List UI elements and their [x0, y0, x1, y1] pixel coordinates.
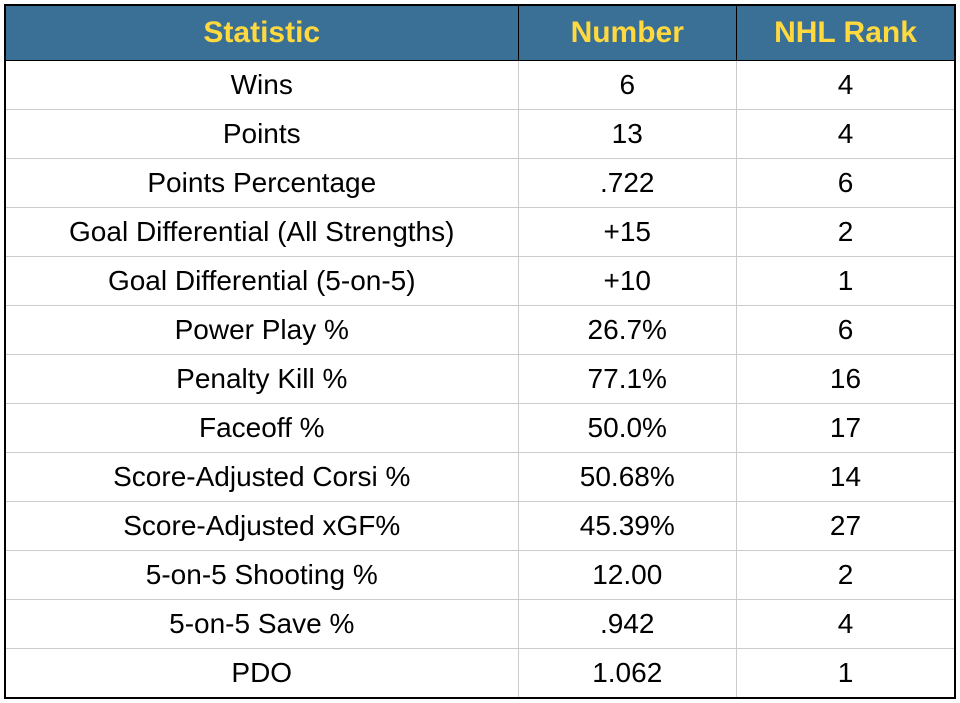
table-row: Goal Differential (All Strengths) +15 2 — [5, 208, 955, 257]
cell-rank: 6 — [737, 159, 956, 208]
table-row: Power Play % 26.7% 6 — [5, 306, 955, 355]
table-header: Statistic Number NHL Rank — [5, 5, 955, 61]
cell-statistic: Score-Adjusted xGF% — [5, 502, 518, 551]
table-row: Goal Differential (5-on-5) +10 1 — [5, 257, 955, 306]
cell-rank: 4 — [737, 600, 956, 649]
cell-rank: 27 — [737, 502, 956, 551]
cell-number: +15 — [518, 208, 737, 257]
cell-rank: 4 — [737, 61, 956, 110]
table-row: Score-Adjusted Corsi % 50.68% 14 — [5, 453, 955, 502]
table-row: Wins 6 4 — [5, 61, 955, 110]
cell-number: 26.7% — [518, 306, 737, 355]
cell-rank: 1 — [737, 257, 956, 306]
table-body: Wins 6 4 Points 13 4 Points Percentage .… — [5, 61, 955, 699]
cell-rank: 6 — [737, 306, 956, 355]
cell-statistic: Points — [5, 110, 518, 159]
cell-statistic: Goal Differential (5-on-5) — [5, 257, 518, 306]
cell-number: 77.1% — [518, 355, 737, 404]
cell-number: +10 — [518, 257, 737, 306]
header-row: Statistic Number NHL Rank — [5, 5, 955, 61]
cell-rank: 14 — [737, 453, 956, 502]
table-row: 5-on-5 Save % .942 4 — [5, 600, 955, 649]
cell-statistic: 5-on-5 Shooting % — [5, 551, 518, 600]
cell-statistic: PDO — [5, 649, 518, 699]
cell-statistic: Penalty Kill % — [5, 355, 518, 404]
cell-statistic: Wins — [5, 61, 518, 110]
cell-number: 13 — [518, 110, 737, 159]
cell-rank: 4 — [737, 110, 956, 159]
table-row: Points 13 4 — [5, 110, 955, 159]
cell-number: .942 — [518, 600, 737, 649]
cell-rank: 1 — [737, 649, 956, 699]
cell-rank: 17 — [737, 404, 956, 453]
header-rank: NHL Rank — [737, 5, 956, 61]
cell-rank: 2 — [737, 208, 956, 257]
table-row: 5-on-5 Shooting % 12.00 2 — [5, 551, 955, 600]
header-statistic: Statistic — [5, 5, 518, 61]
cell-number: 50.0% — [518, 404, 737, 453]
cell-statistic: Faceoff % — [5, 404, 518, 453]
stats-table: Statistic Number NHL Rank Wins 6 4 Point… — [4, 4, 956, 699]
cell-rank: 2 — [737, 551, 956, 600]
table-row: Penalty Kill % 77.1% 16 — [5, 355, 955, 404]
table-row: PDO 1.062 1 — [5, 649, 955, 699]
cell-statistic: 5-on-5 Save % — [5, 600, 518, 649]
header-number: Number — [518, 5, 737, 61]
cell-statistic: Points Percentage — [5, 159, 518, 208]
cell-number: 1.062 — [518, 649, 737, 699]
cell-statistic: Power Play % — [5, 306, 518, 355]
cell-statistic: Score-Adjusted Corsi % — [5, 453, 518, 502]
cell-number: 6 — [518, 61, 737, 110]
table-row: Score-Adjusted xGF% 45.39% 27 — [5, 502, 955, 551]
cell-number: 50.68% — [518, 453, 737, 502]
cell-number: 12.00 — [518, 551, 737, 600]
table-row: Faceoff % 50.0% 17 — [5, 404, 955, 453]
cell-number: .722 — [518, 159, 737, 208]
cell-number: 45.39% — [518, 502, 737, 551]
cell-rank: 16 — [737, 355, 956, 404]
table-row: Points Percentage .722 6 — [5, 159, 955, 208]
cell-statistic: Goal Differential (All Strengths) — [5, 208, 518, 257]
